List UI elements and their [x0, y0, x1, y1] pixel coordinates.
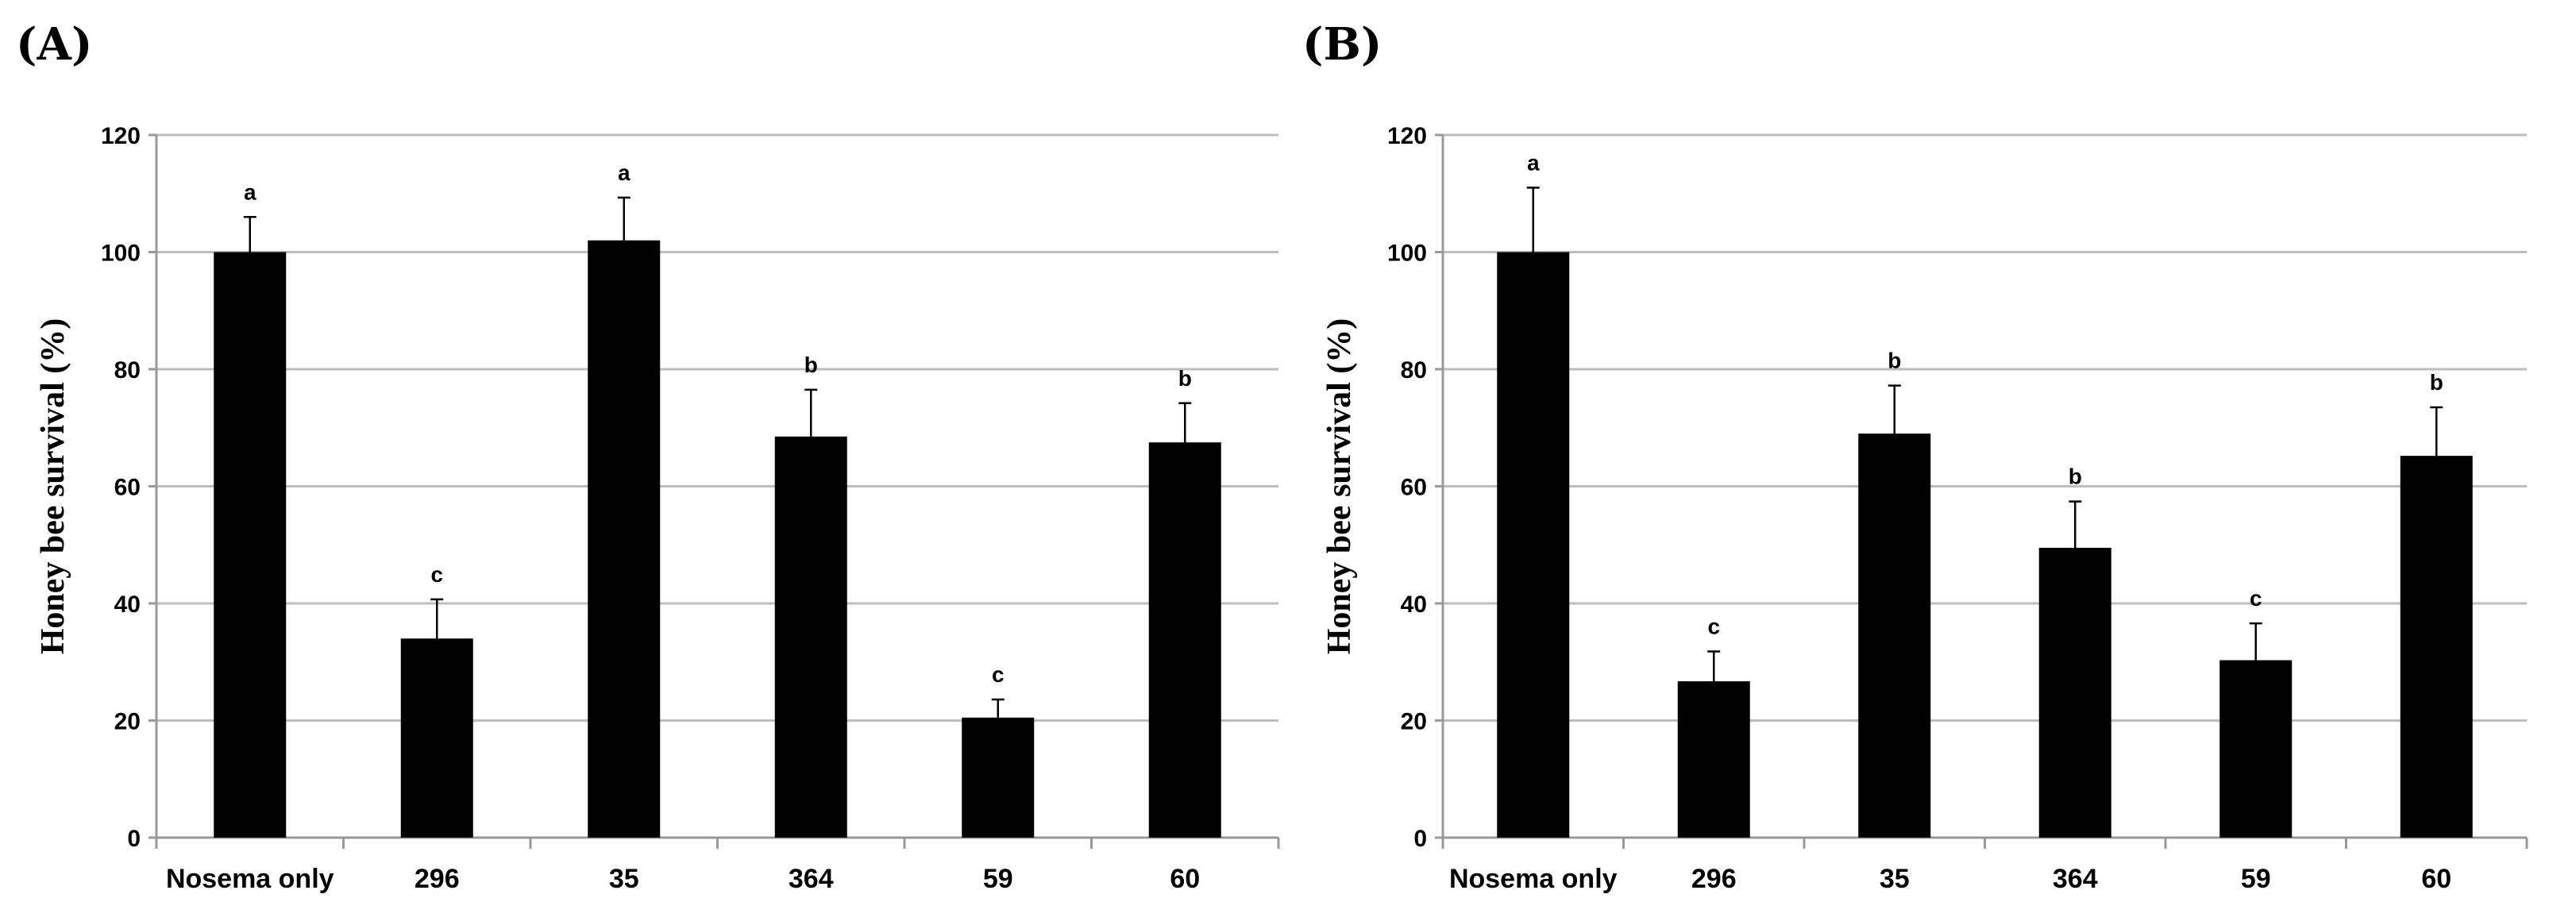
significance-letter: b [2069, 464, 2082, 489]
x-tick-label: 35 [1880, 864, 1910, 894]
x-tick-label: 35 [609, 864, 639, 894]
y-tick-label: 40 [114, 592, 141, 618]
x-tick-label: 296 [1691, 864, 1737, 894]
y-tick-label: 60 [114, 475, 141, 501]
bar [588, 240, 661, 838]
significance-letter: b [804, 353, 818, 377]
chart-a: (A) 0 20 40 60 80 100 120 a Nosema only c 296 a 35 b 3… [16, 18, 1280, 894]
panel-label-b: (B) [1302, 18, 1382, 71]
y-tick-label: 120 [1387, 123, 1427, 149]
y-tick-label: 120 [101, 123, 141, 149]
significance-letter: b [1178, 366, 1192, 391]
panel-label-a: (A) [16, 18, 92, 71]
y-tick-label: 80 [114, 357, 141, 383]
y-tick-label: 100 [101, 241, 141, 267]
significance-letter: a [244, 179, 256, 204]
bar [400, 638, 473, 838]
x-tick-label: 364 [2053, 864, 2098, 894]
x-tick-label: 59 [983, 864, 1013, 894]
significance-letter: c [1707, 614, 1720, 638]
significance-letter: a [1527, 150, 1540, 175]
y-tick-label: 60 [1401, 475, 1427, 501]
x-tick-label: 60 [2421, 864, 2451, 894]
bar [1148, 442, 1221, 838]
x-tick-label: 364 [789, 864, 834, 894]
x-tick-label: Nosema only [1449, 864, 1618, 894]
bar [1497, 252, 1570, 838]
bar [2400, 456, 2473, 838]
y-tick-label: 20 [1401, 709, 1427, 735]
bar [2219, 660, 2293, 838]
significance-letter: b [2430, 370, 2443, 395]
y-tick-label: 0 [127, 826, 141, 852]
y-tick-label: 20 [114, 709, 141, 735]
x-tick-label: 59 [2241, 864, 2271, 894]
y-axis-title: Honey bee survival (%) [35, 318, 71, 654]
bar [214, 252, 287, 838]
y-tick-label: 40 [1401, 592, 1427, 618]
y-axis-title: Honey bee survival (%) [1321, 318, 1358, 654]
x-tick-label: Nosema only [166, 864, 334, 894]
significance-letter: c [2250, 586, 2262, 611]
x-tick-label: 60 [1170, 864, 1200, 894]
significance-letter: a [618, 160, 631, 185]
bar [962, 717, 1035, 838]
y-tick-label: 100 [1387, 241, 1427, 267]
y-tick-label: 0 [1413, 826, 1427, 852]
bar [774, 436, 847, 838]
bar [1677, 681, 1750, 838]
bar [2038, 547, 2111, 838]
significance-letter: c [992, 662, 1005, 687]
y-tick-label: 80 [1401, 357, 1427, 383]
chart-b: (B) 0 20 40 60 80 100 120 a Nosema only c 296 b 35 b 3… [1302, 18, 2528, 894]
x-tick-label: 296 [415, 864, 460, 894]
significance-letter: b [1888, 349, 1901, 373]
bar [1858, 434, 1931, 838]
significance-letter: c [430, 562, 443, 587]
